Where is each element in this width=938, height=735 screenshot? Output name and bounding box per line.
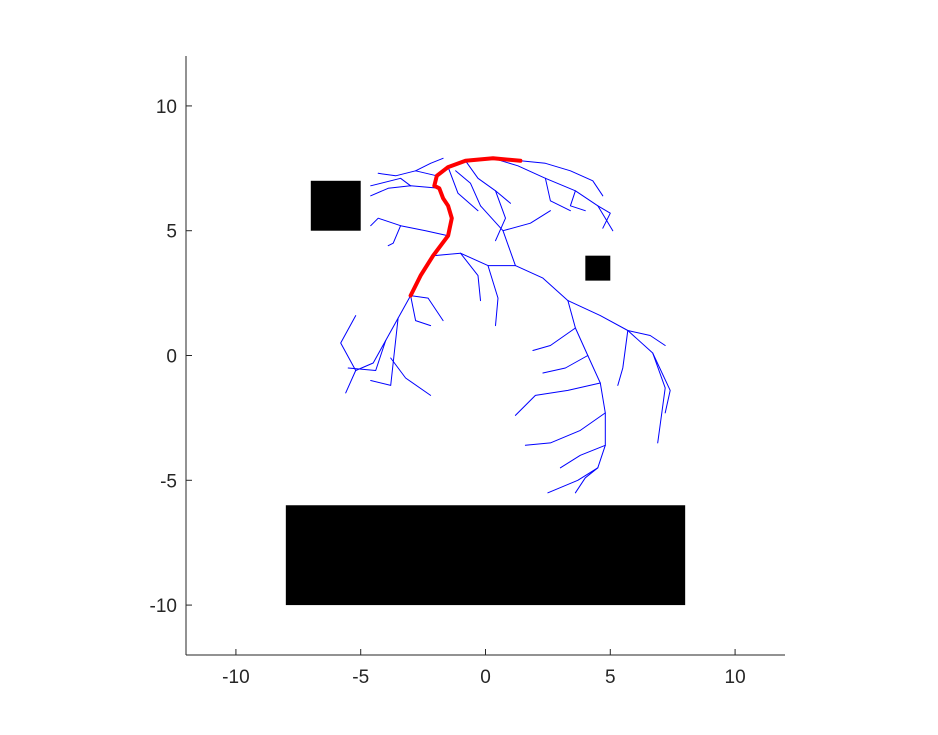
x-ticks: -10 -5 0 5 10 bbox=[222, 649, 746, 688]
path-line bbox=[408, 156, 523, 298]
y-tick-label-1: 5 bbox=[166, 222, 177, 243]
y-tick-label-2: 0 bbox=[166, 347, 177, 368]
planned-path bbox=[408, 156, 523, 298]
tree-branch-18 bbox=[567, 300, 666, 444]
tree-branch-37 bbox=[465, 160, 511, 204]
tree-branch-8 bbox=[432, 252, 569, 302]
tree-branch-25 bbox=[370, 217, 449, 237]
tree-branch-2 bbox=[347, 340, 387, 371]
tree-branch-32 bbox=[492, 157, 614, 232]
x-tick-label-3: 5 bbox=[605, 667, 616, 688]
tree-branch-19 bbox=[617, 330, 629, 386]
tree-branch-17 bbox=[574, 467, 599, 494]
y-ticks: 10 5 0 -5 -10 bbox=[150, 97, 192, 617]
obstacle-2 bbox=[285, 505, 686, 606]
tree-branch-9 bbox=[487, 265, 499, 327]
tree-branch-30 bbox=[415, 157, 444, 172]
tree-branch-1 bbox=[345, 295, 412, 394]
tree-branch-28 bbox=[370, 177, 412, 187]
tree-branch-7 bbox=[410, 295, 444, 322]
tree-branch-20 bbox=[652, 352, 671, 414]
tree-branch-14 bbox=[514, 382, 601, 416]
y-tick-label-3: -5 bbox=[160, 471, 177, 492]
tree-branch-6 bbox=[340, 315, 357, 371]
tree-branch-10 bbox=[460, 252, 481, 302]
tree-branch-33 bbox=[544, 177, 571, 212]
x-tick-label-1: -5 bbox=[352, 667, 369, 688]
tree-branch-15 bbox=[524, 412, 606, 446]
tree-branch-16 bbox=[559, 444, 606, 469]
tree-branch-12 bbox=[532, 327, 576, 351]
x-tick-label-4: 10 bbox=[725, 667, 746, 688]
obstacles bbox=[285, 180, 686, 606]
tree-branch-21 bbox=[627, 330, 666, 346]
tree-branch-31 bbox=[447, 166, 479, 212]
tree-branch-13 bbox=[542, 355, 589, 374]
tree-branch-24 bbox=[455, 170, 481, 207]
tree-branch-27 bbox=[370, 185, 440, 197]
tree-branch-26 bbox=[387, 225, 402, 247]
tree-branch-29 bbox=[377, 170, 438, 177]
obstacle-0 bbox=[310, 180, 361, 231]
x-tick-label-2: 0 bbox=[480, 667, 491, 688]
tree-branch-4 bbox=[390, 357, 432, 396]
tree-branch-23 bbox=[502, 210, 551, 232]
tree-branch-5 bbox=[410, 295, 432, 327]
tree-branch-3 bbox=[370, 317, 399, 386]
rrt-tree bbox=[340, 157, 671, 494]
x-tick-label-0: -10 bbox=[222, 667, 249, 688]
obstacle-1 bbox=[585, 255, 611, 281]
tree-branch-35 bbox=[569, 190, 586, 212]
y-tick-label-0: 10 bbox=[156, 97, 177, 118]
y-tick-label-4: -10 bbox=[150, 596, 177, 617]
tree-branch-38 bbox=[495, 190, 506, 242]
tree-branch-36 bbox=[597, 205, 611, 229]
tree-branch-34 bbox=[519, 160, 604, 197]
tree-branch-11 bbox=[547, 300, 606, 494]
